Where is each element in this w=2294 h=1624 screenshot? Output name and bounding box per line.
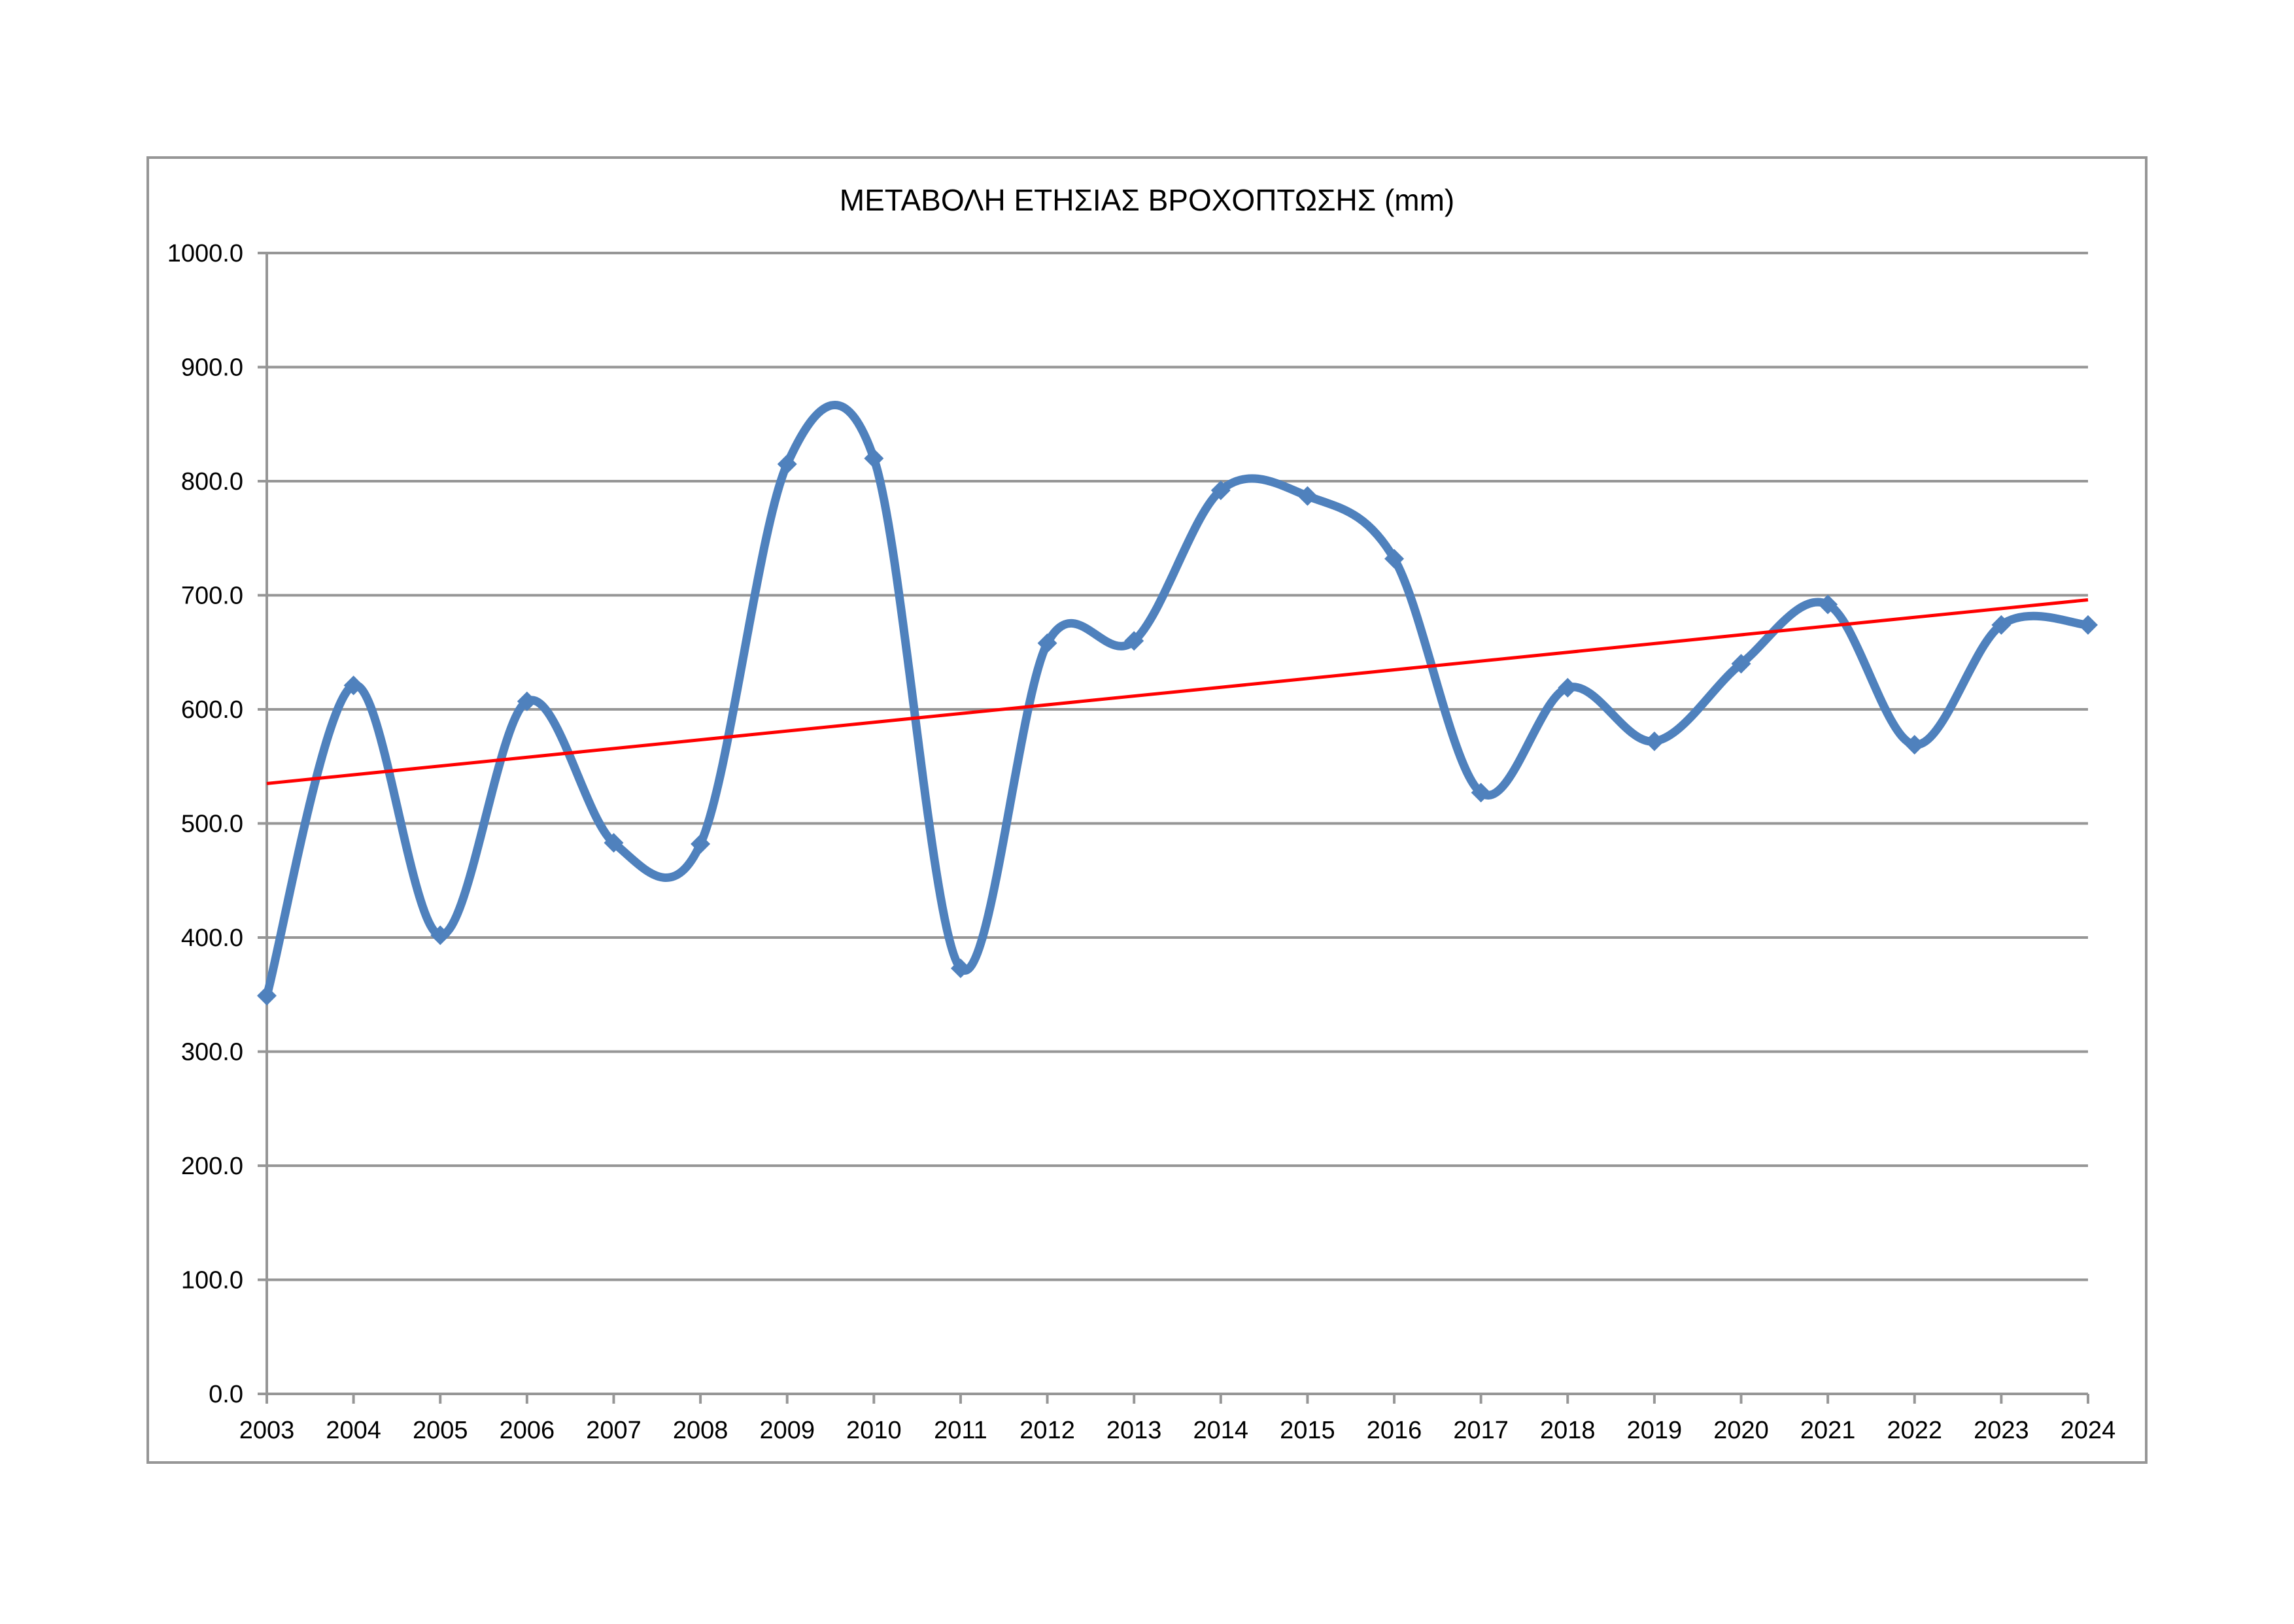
data-point-2018 (1558, 677, 1578, 698)
x-tick-label: 2020 (1713, 1417, 1769, 1444)
data-point-2017 (1471, 783, 1491, 803)
data-point-2016 (1384, 549, 1405, 569)
x-tick-label: 2004 (326, 1417, 381, 1444)
data-point-2020 (1731, 654, 1751, 674)
data-point-2012 (1037, 633, 1057, 653)
rainfall-series (257, 401, 2098, 1006)
data-point-2008 (691, 834, 711, 854)
x-tick-label: 2013 (1106, 1417, 1162, 1444)
y-tick-label: 400.0 (181, 924, 243, 952)
data-point-2014 (1210, 480, 1231, 500)
gridlines (267, 252, 2088, 1395)
x-tick-label: 2017 (1453, 1417, 1509, 1444)
y-tick-label: 700.0 (181, 583, 243, 610)
data-point-2003 (257, 985, 277, 1006)
trendline-linear (266, 598, 2089, 785)
data-point-2015 (1297, 486, 1318, 506)
data-point-2019 (1644, 731, 1664, 751)
x-tick-label: 2018 (1540, 1417, 1596, 1444)
x-tick-label: 2019 (1627, 1417, 1683, 1444)
data-point-2005 (430, 925, 451, 945)
x-tick-label: 2006 (500, 1417, 555, 1444)
data-point-2010 (864, 448, 884, 469)
y-tick-label: 300.0 (181, 1039, 243, 1066)
data-point-2004 (343, 675, 364, 696)
x-tick-label: 2015 (1280, 1417, 1335, 1444)
data-point-2023 (1991, 615, 2012, 635)
trendline (266, 598, 2089, 785)
data-point-2013 (1124, 631, 1144, 651)
x-tick-label: 2007 (586, 1417, 642, 1444)
y-tick-label: 1000.0 (167, 240, 243, 267)
x-axis-labels: 2003 2004 2005 2006 2007 2008 2009 2010 2011 2012… (239, 1417, 2116, 1444)
axes (258, 252, 2089, 1404)
x-tick-label: 2021 (1800, 1417, 1856, 1444)
y-tick-label: 900.0 (181, 354, 243, 382)
y-tick-label: 0.0 (209, 1381, 243, 1408)
x-tick-label: 2022 (1887, 1417, 1942, 1444)
x-tick-label: 2008 (673, 1417, 728, 1444)
x-tick-label: 2016 (1367, 1417, 1422, 1444)
x-tick-label: 2023 (1974, 1417, 2029, 1444)
y-tick-label: 800.0 (181, 468, 243, 496)
x-tick-label: 2024 (2061, 1417, 2116, 1444)
data-point-2021 (1818, 594, 1838, 615)
y-tick-label: 600.0 (181, 696, 243, 724)
y-tick-label: 100.0 (181, 1267, 243, 1294)
chart-title: ΜΕΤΑΒΟΛΗ ΕΤΗΣΙΑΣ ΒΡΟΧΟΠΤΩΣΗΣ (mm) (840, 183, 1454, 217)
data-point-2022 (1904, 735, 1925, 755)
data-point-2007 (604, 833, 624, 853)
x-tick-label: 2014 (1193, 1417, 1249, 1444)
y-axis-labels: 1000.0 900.0 800.0 700.0 600.0 500.0 400.0 300.… (167, 240, 243, 1408)
data-point-2009 (777, 454, 797, 474)
y-tick-label: 200.0 (181, 1153, 243, 1180)
x-tick-label: 2012 (1019, 1417, 1075, 1444)
y-tick-label: 500.0 (181, 811, 243, 838)
data-point-2024 (2078, 615, 2098, 635)
data-point-2011 (950, 958, 970, 979)
chart-border (146, 156, 2148, 1464)
x-tick-label: 2005 (413, 1417, 468, 1444)
x-tick-label: 2011 (934, 1417, 987, 1444)
data-point-2006 (517, 691, 537, 711)
x-tick-label: 2003 (239, 1417, 295, 1444)
x-tick-label: 2010 (846, 1417, 902, 1444)
x-tick-label: 2009 (759, 1417, 815, 1444)
